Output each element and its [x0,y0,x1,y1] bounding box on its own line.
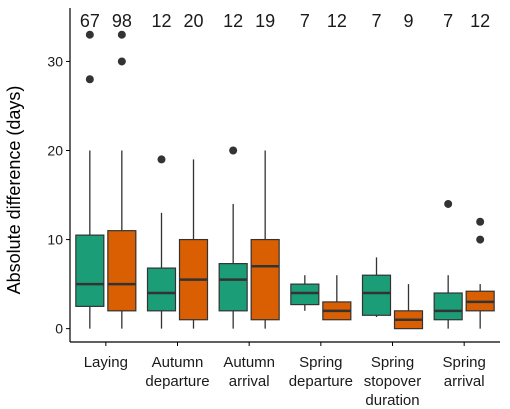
sample-count: 9 [403,11,413,31]
box-body [433,292,463,321]
box-body [75,234,105,307]
box-body [250,238,280,321]
outlier-point [157,155,166,164]
box-3-1 [322,275,352,321]
box-2-0 [218,146,248,329]
box-1-0 [146,155,177,329]
category-label-line: Laying [84,354,128,371]
sample-count: 19 [255,11,275,31]
outlier-point [85,75,94,84]
box-0-0 [75,30,105,329]
sample-count: 7 [300,11,310,31]
box-body [146,267,177,312]
box-0-1 [107,30,137,329]
sample-count: 98 [112,11,132,31]
box-body [361,274,392,316]
category-label-line: Autumn [223,354,275,371]
sample-count: 7 [443,11,453,31]
category-label-line: Autumn [152,354,204,371]
outlier-point [117,57,126,66]
sample-counts: 67 98 12 20 12 19 7 12 7 9 7 12 [80,11,490,31]
box-4-0 [361,257,392,318]
box-5-1 [465,217,495,329]
category-label-line: departure [145,373,209,390]
outlier-point [229,146,238,155]
y-tick-label: 20 [47,143,63,159]
category-label-line: arrival [444,373,485,390]
category-label-line: arrival [229,373,270,390]
sample-count: 12 [470,11,490,31]
y-tick-label: 10 [47,232,63,248]
box-3-0 [290,275,320,311]
box-marks [75,30,495,330]
category-label-line: Spring [371,354,414,371]
sample-count: 12 [223,11,243,31]
category-label-line: Spring [299,354,342,371]
y-axis-title: Absolute difference (days) [4,86,24,295]
box-body [107,230,137,312]
box-2-1 [250,150,280,329]
sample-count: 20 [183,11,203,31]
box-body [290,283,320,306]
category-label-line: departure [289,373,353,390]
y-tick-label: 0 [55,321,63,337]
box-5-0 [433,199,463,329]
sample-count: 67 [80,11,100,31]
sample-count: 7 [371,11,381,31]
box-body [218,263,248,312]
category-label-line: Spring [442,354,485,371]
sample-count: 12 [327,11,347,31]
y-tick-label: 30 [47,53,63,69]
outlier-point [476,217,485,226]
box-4-1 [393,284,424,330]
axes: 0 10 20 30 [47,8,500,343]
outlier-point [476,235,485,244]
category-labels: Laying Autumn departure Autumn arrival Spring… [84,342,486,409]
category-label-line: stopover [364,373,422,390]
category-label-line: duration [365,392,419,409]
outlier-point [85,30,94,39]
outlier-point [444,199,453,208]
outlier-point [117,30,126,39]
box-1-1 [178,159,209,329]
sample-count: 12 [151,11,171,31]
